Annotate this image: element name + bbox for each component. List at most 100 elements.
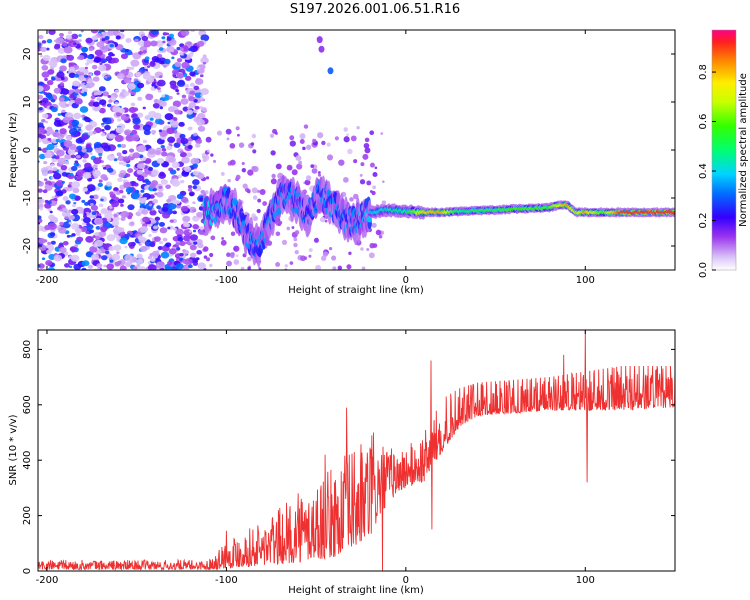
noise-blob: [41, 65, 49, 71]
noise-blob: [284, 264, 288, 268]
noise-blob: [38, 107, 43, 111]
spectrogram-y-ticks: -20 -10 0 10 20: [22, 48, 675, 254]
noise-blob: [240, 266, 245, 270]
noise-blob: [61, 42, 68, 47]
noise-blob: [148, 234, 152, 237]
noise-blob: [38, 34, 44, 40]
noise-blob: [343, 136, 350, 143]
noise-blob: [381, 200, 387, 205]
noise-blob: [192, 185, 198, 190]
noise-blob: [60, 76, 65, 81]
noise-blob: [97, 213, 102, 217]
colorbar-tick-label: 0.0: [698, 262, 709, 278]
noise-blob: [94, 35, 98, 38]
noise-blob: [139, 197, 147, 204]
noise-blob: [188, 264, 193, 269]
noise-blob: [130, 59, 140, 67]
noise-blob: [203, 255, 208, 259]
noise-blob: [150, 257, 156, 262]
noise-blob: [271, 173, 276, 179]
noise-blob: [98, 152, 103, 157]
noise-blob: [380, 132, 384, 135]
noise-blob: [157, 79, 166, 87]
noise-blob: [116, 260, 122, 265]
noise-blob: [130, 134, 140, 142]
noise-blob: [289, 135, 295, 141]
noise-blob: [195, 257, 200, 261]
noise-blob: [366, 248, 370, 251]
noise-blob: [162, 40, 166, 44]
noise-blob: [175, 228, 184, 236]
noise-blob: [158, 172, 167, 179]
noise-blob: [194, 259, 199, 263]
noise-blob: [168, 96, 173, 100]
noise-blob: [182, 215, 191, 223]
noise-blob: [57, 157, 67, 165]
noise-blob: [147, 264, 157, 270]
noise-blob: [76, 236, 84, 243]
noise-blob: [246, 189, 251, 194]
noise-blob: [121, 195, 126, 199]
noise-blob: [81, 267, 87, 270]
noise-blob: [83, 212, 87, 216]
noise-blob: [230, 145, 234, 149]
noise-blob: [187, 188, 193, 192]
noise-blob: [196, 173, 205, 180]
noise-blob: [157, 89, 162, 93]
noise-blob: [127, 232, 131, 236]
noise-blob: [348, 251, 352, 255]
noise-blob: [58, 246, 67, 254]
noise-blob: [229, 159, 236, 166]
noise-blob: [120, 203, 124, 207]
noise-blob: [86, 54, 92, 59]
noise-blob: [375, 229, 382, 236]
noise-blob: [359, 179, 366, 185]
noise-blob: [130, 191, 140, 200]
noise-blob: [95, 235, 101, 240]
noise-blob: [137, 145, 147, 153]
noise-blob: [54, 43, 61, 48]
noise-blob: [63, 139, 73, 148]
noise-blob: [120, 53, 129, 60]
noise-blob: [165, 32, 170, 36]
noise-blob: [87, 264, 94, 270]
noise-blob: [360, 162, 365, 167]
noise-blob: [85, 230, 90, 234]
noise-blob: [180, 152, 187, 158]
noise-blob: [127, 83, 136, 90]
noise-blob: [41, 71, 50, 78]
noise-blob: [238, 142, 245, 148]
noise-blob: [96, 267, 101, 270]
noise-blob: [135, 211, 139, 215]
noise-blob: [361, 266, 366, 270]
noise-blob: [187, 144, 193, 150]
noise-blob: [196, 250, 203, 255]
noise-blob: [40, 167, 49, 174]
noise-blob: [252, 195, 258, 200]
colorbar-frame: [711, 29, 737, 271]
noise-blob: [126, 163, 131, 168]
noise-blob: [81, 134, 89, 141]
noise-blob: [189, 126, 193, 130]
noise-blob: [98, 64, 107, 72]
noise-blob: [257, 198, 262, 203]
noise-blob: [125, 261, 133, 268]
noise-blob: [289, 261, 294, 265]
noise-blob: [54, 155, 60, 160]
noise-blob: [135, 71, 142, 77]
noise-blob: [38, 222, 41, 225]
noise-blob: [38, 198, 45, 204]
noise-blob: [82, 85, 87, 89]
noise-blob: [71, 223, 80, 230]
noise-blob: [85, 144, 92, 149]
noise-blob: [124, 130, 130, 136]
noise-blob: [100, 132, 106, 137]
noise-blob: [298, 160, 303, 165]
noise-blob: [189, 82, 196, 87]
noise-blob: [72, 42, 77, 46]
noise-blob: [171, 56, 175, 60]
noise-blob: [49, 232, 56, 237]
noise-blob: [175, 263, 184, 270]
noise-blob: [117, 118, 122, 122]
